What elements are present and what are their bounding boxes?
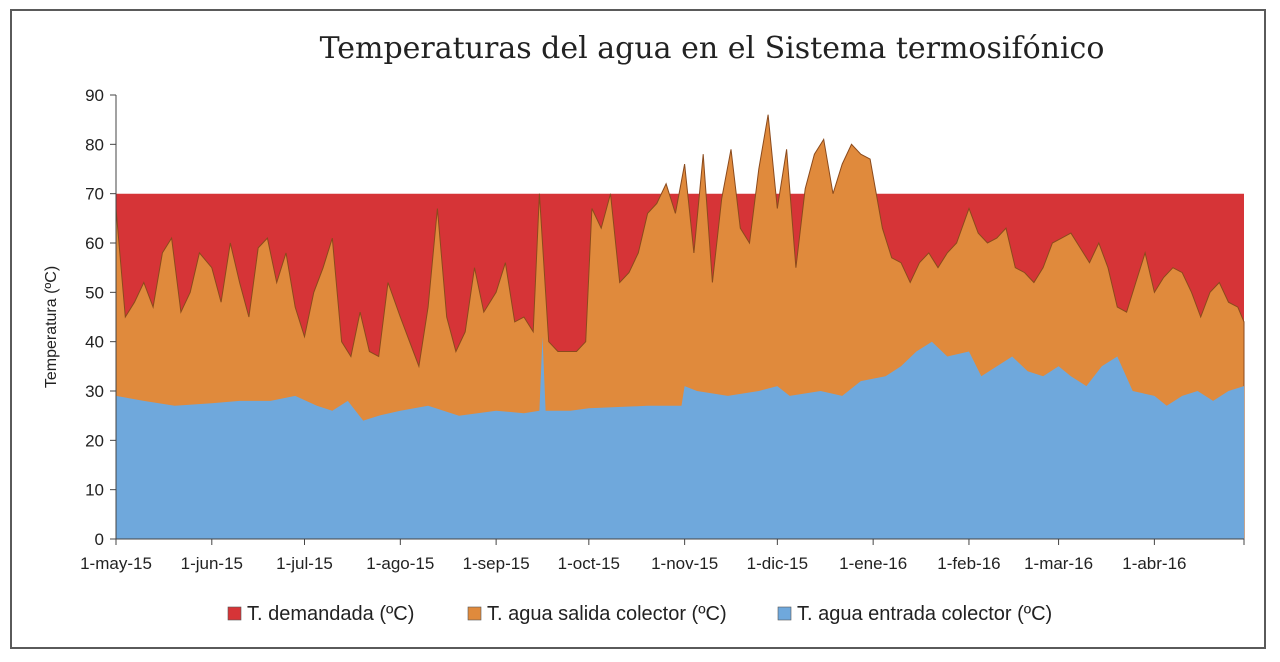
y-tick-label: 90 xyxy=(85,86,104,105)
y-tick-label: 60 xyxy=(85,234,104,253)
x-tick-label: 1-feb-16 xyxy=(937,554,1000,573)
legend-swatch xyxy=(467,606,482,621)
y-tick-label: 80 xyxy=(85,135,104,154)
axes xyxy=(115,95,1244,540)
x-tick-label: 1-dic-15 xyxy=(747,554,808,573)
x-tick-label: 1-ene-16 xyxy=(839,554,907,573)
y-tick-label: 30 xyxy=(85,382,104,401)
y-tick-label: 70 xyxy=(85,185,104,204)
y-tick-label: 0 xyxy=(95,530,104,549)
chart-title: Temperaturas del agua en el Sistema term… xyxy=(320,31,1105,66)
chart-frame: Temperaturas del agua en el Sistema term… xyxy=(10,9,1266,649)
x-tick-label: 1-abr-16 xyxy=(1122,554,1186,573)
legend-swatch xyxy=(227,606,242,621)
x-tick-label: 1-mar-16 xyxy=(1024,554,1093,573)
x-axis-ticks: 1-may-15 1-jun-15 1-jul-15 1-ago-15 1-sep-15… xyxy=(80,539,1245,573)
x-tick-label: 1-nov-15 xyxy=(651,554,718,573)
legend-label: T. demandada (ºC) xyxy=(247,603,414,625)
y-tick-label: 40 xyxy=(85,333,104,352)
legend-label: T. agua entrada colector (ºC) xyxy=(797,603,1052,625)
y-axis-ticks: 0 10 20 30 40 50 60 70 80 90 xyxy=(85,86,116,549)
inlet-area-shape xyxy=(116,336,1244,539)
inlet-area xyxy=(116,336,1244,539)
y-tick-label: 20 xyxy=(85,431,104,450)
y-tick-label: 50 xyxy=(85,283,104,302)
legend: T. demandada (ºC) T. agua salida colector… xyxy=(227,603,1052,625)
chart-svg: Temperaturas del agua en el Sistema term… xyxy=(43,31,1245,625)
legend-label: T. agua salida colector (ºC) xyxy=(487,603,727,625)
y-axis-label: Temperatura (ºC) xyxy=(43,266,60,388)
legend-swatch xyxy=(777,606,792,621)
x-tick-label: 1-sep-15 xyxy=(463,554,530,573)
x-tick-label: 1-jul-15 xyxy=(276,554,333,573)
x-tick-label: 1-oct-15 xyxy=(558,554,620,573)
x-tick-label: 1-jun-15 xyxy=(181,554,243,573)
y-tick-label: 10 xyxy=(85,481,104,500)
x-tick-label: 1-ago-15 xyxy=(366,554,434,573)
x-tick-label: 1-may-15 xyxy=(80,554,152,573)
